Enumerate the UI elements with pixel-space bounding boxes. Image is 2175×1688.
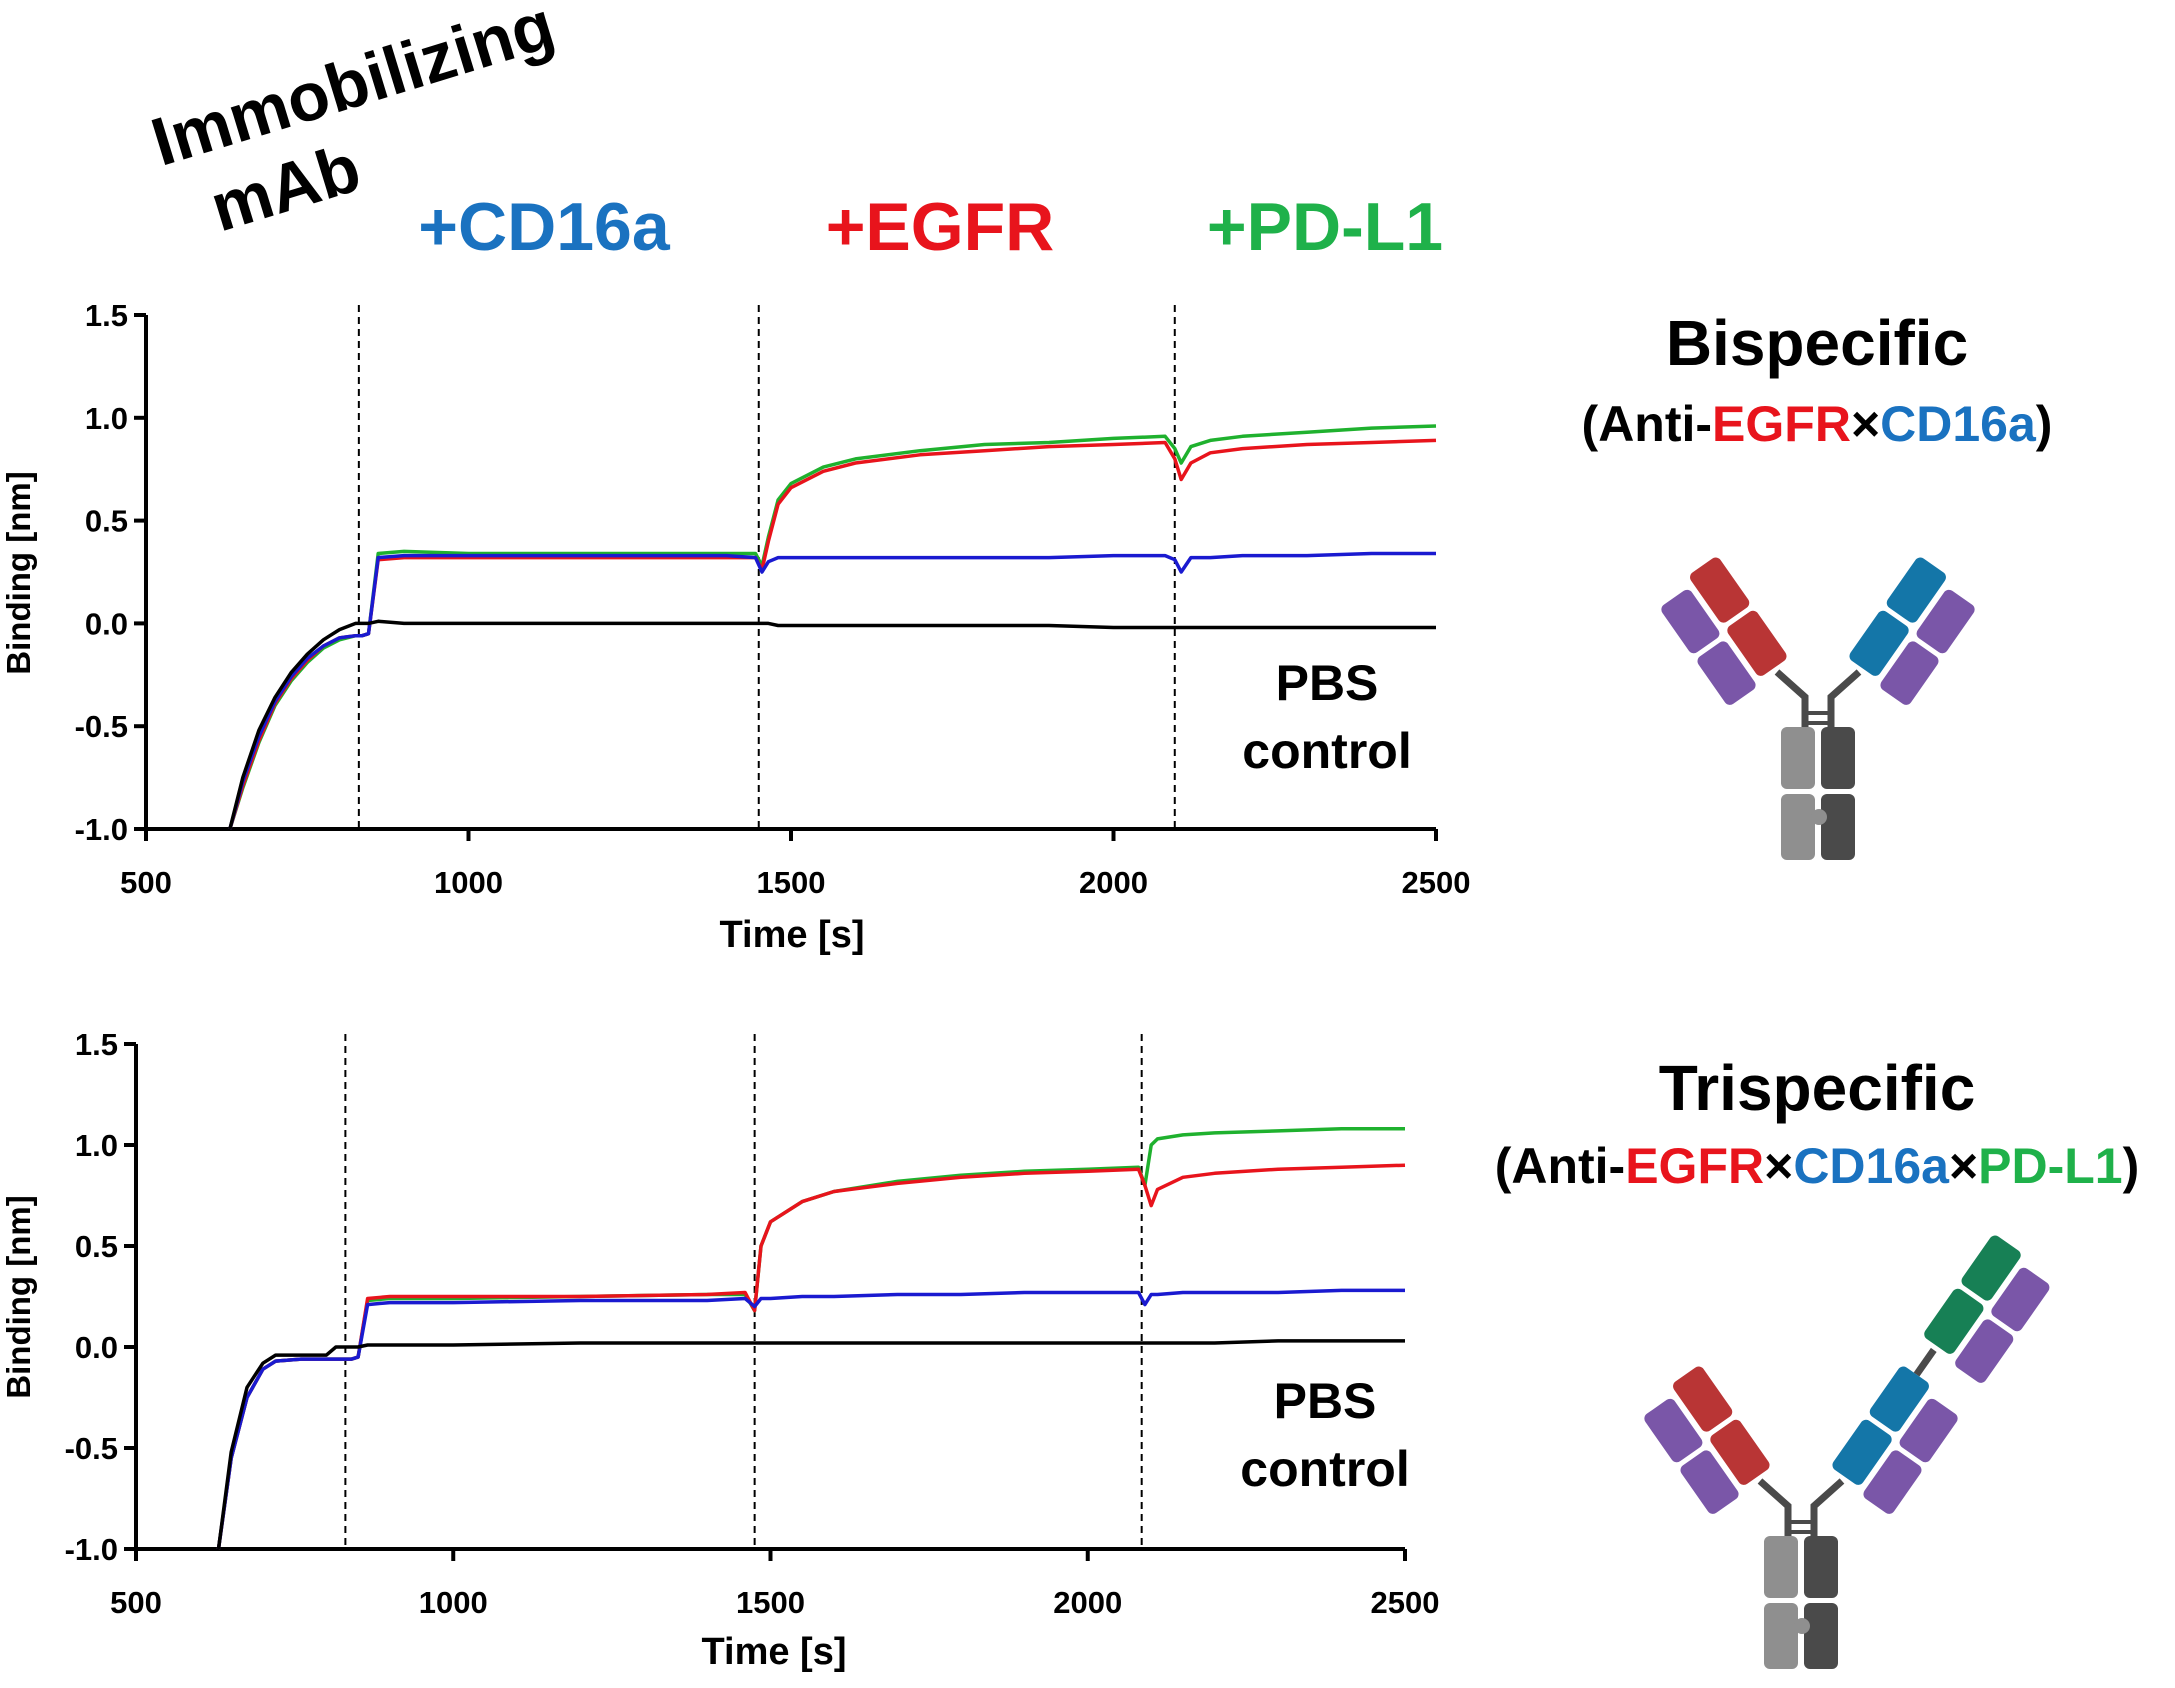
step-label: +PD-L1 [1207,189,1443,265]
x-tick-label: 500 [110,1585,162,1620]
x-tick-label: 1500 [757,865,826,900]
annotation: PBS [1274,1373,1377,1429]
series-line [228,619,1436,830]
y-tick-label: -1.0 [65,1532,118,1567]
x-tick-label: 2500 [1402,865,1471,900]
subtitle-part: CD16a [1880,396,2037,452]
y-tick-label: -1.0 [75,812,128,847]
antibody-trispecific [1644,1235,2050,1669]
subtitle-part: × [1851,396,1880,452]
x-tick-label: 500 [120,865,172,900]
series-line [216,1288,1405,1550]
annotation: PBS [1276,655,1379,711]
subtitle-part: ) [2036,396,2053,452]
subtitle-part: (Anti- [1495,1138,1626,1194]
x-tick-label: 1000 [419,1585,488,1620]
y-tick-label: 0.5 [75,1229,118,1264]
step-label: +EGFR [826,189,1055,265]
subtitle-part: CD16a [1793,1138,1950,1194]
chart-title: Bispecific [1666,307,1968,379]
y-tick-label: 0.0 [85,606,128,641]
y-tick-label: 0.5 [85,504,128,539]
chart-subtitle: (Anti-EGFR×CD16a) [1582,396,2053,452]
subtitle-part: EGFR [1625,1138,1764,1194]
step-label: +CD16a [418,189,671,265]
chart-subtitle: (Anti-EGFR×CD16a×PD-L1) [1495,1138,2140,1194]
y-tick-label: -0.5 [75,709,128,744]
x-tick-label: 2500 [1371,1585,1440,1620]
series-line [216,1127,1405,1550]
y-axis-title: Binding [nm] [0,471,37,674]
series-line [228,551,1436,830]
x-tick-label: 2000 [1079,865,1148,900]
series-line [216,1163,1406,1550]
y-tick-label: 1.5 [75,1027,118,1062]
y-tick-label: 1.0 [85,401,128,436]
chart-title: Trispecific [1659,1052,1976,1124]
x-tick-label: 1000 [434,865,503,900]
annotation: control [1242,723,1411,779]
subtitle-part: × [1949,1138,1978,1194]
y-tick-label: 1.5 [85,298,128,333]
subtitle-part: (Anti- [1582,396,1713,452]
y-tick-label: 1.0 [75,1128,118,1163]
x-axis-title: Time [s] [701,1631,846,1673]
series-line [216,1339,1405,1550]
x-tick-label: 2000 [1053,1585,1122,1620]
y-axis-title: Binding [nm] [0,1195,37,1398]
annotation: control [1240,1441,1409,1497]
x-tick-label: 1500 [736,1585,805,1620]
subtitle-part: ) [2123,1138,2140,1194]
x-axis-title: Time [s] [719,914,864,956]
subtitle-part: EGFR [1712,396,1851,452]
y-tick-label: -0.5 [65,1431,118,1466]
subtitle-part: × [1764,1138,1793,1194]
antibody-bispecific [1661,557,1975,860]
y-tick-label: 0.0 [75,1330,118,1365]
subtitle-part: PD-L1 [1978,1138,2122,1194]
